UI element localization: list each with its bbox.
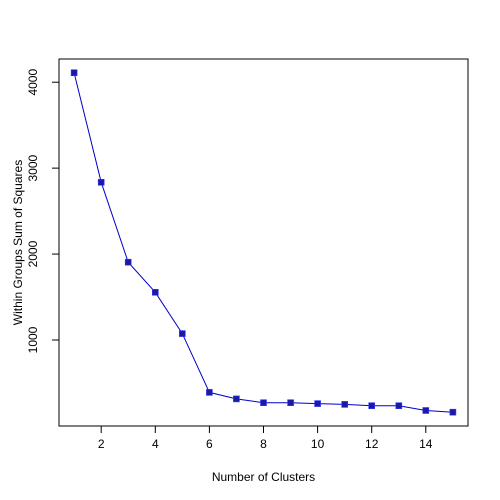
x-tick-label: 10 xyxy=(311,437,325,451)
x-tick-label: 12 xyxy=(365,437,379,451)
y-tick-label: 3000 xyxy=(26,154,40,181)
data-point xyxy=(179,330,186,337)
x-tick-label: 4 xyxy=(152,437,159,451)
data-point xyxy=(287,399,294,407)
data-point xyxy=(152,288,159,296)
y-axis-label: Within Groups Sum of Squares xyxy=(11,160,25,325)
data-point xyxy=(206,389,213,396)
data-point xyxy=(341,401,349,408)
data-point xyxy=(260,399,267,407)
y-tick-label: 1000 xyxy=(26,326,40,353)
data-point xyxy=(368,402,376,410)
x-tick-label: 8 xyxy=(260,437,267,451)
y-tick-label: 4000 xyxy=(26,69,40,96)
x-axis-label: Number of Clusters xyxy=(212,470,315,484)
y-axis-ticks: 1000 2000 3000 4000 xyxy=(26,69,59,353)
y-tick-label: 2000 xyxy=(26,240,40,267)
data-point xyxy=(124,258,132,266)
data-point xyxy=(449,408,457,416)
data-point xyxy=(395,402,403,410)
series-line xyxy=(73,72,453,413)
data-point xyxy=(314,400,321,407)
x-tick-label: 6 xyxy=(206,437,213,451)
series-layer xyxy=(70,69,457,416)
x-tick-label: 2 xyxy=(98,437,105,451)
data-point xyxy=(233,395,240,403)
x-tick-label: 14 xyxy=(419,437,433,451)
plot-frame xyxy=(58,58,469,427)
data-point xyxy=(97,179,105,186)
x-axis-ticks: 2 4 6 8 10 12 14 xyxy=(98,426,433,451)
data-point xyxy=(70,69,78,76)
data-point xyxy=(422,407,430,414)
